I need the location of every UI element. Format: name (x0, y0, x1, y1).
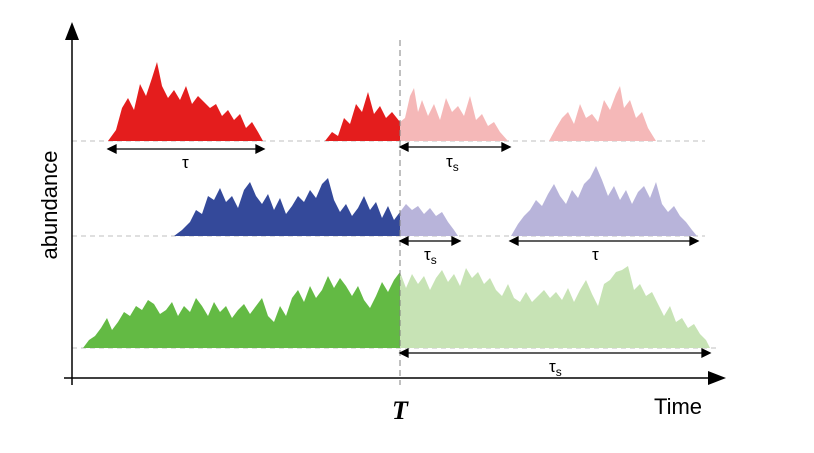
label-blue-tau: τ (592, 245, 599, 264)
y-axis-arrow (65, 22, 79, 40)
label-blue-tau-s: τs (424, 245, 437, 267)
red-burst-1 (108, 62, 263, 141)
red-burst-3-future (549, 86, 656, 141)
red-burst-2-future (400, 88, 508, 141)
interval-green-tau-s (398, 347, 712, 359)
y-axis-label: abundance (37, 151, 62, 260)
blue-burst-1-future (400, 204, 458, 236)
green-burst-1-future (400, 266, 710, 348)
x-axis-label: Time (654, 394, 702, 419)
blue-burst-1 (174, 178, 400, 236)
x-axis-arrow (708, 371, 726, 385)
interval-red-tau (106, 143, 266, 155)
interval-red-tau-s (398, 141, 512, 153)
label-red-tau: τ (182, 153, 189, 172)
interval-blue-tau-s (398, 235, 462, 247)
blue-burst-2-future (511, 166, 697, 236)
red-burst-2 (325, 92, 400, 141)
label-red-tau-s: τs (446, 152, 459, 174)
green-burst-1 (83, 272, 400, 348)
interval-blue-tau (508, 235, 700, 247)
t-marker-label: T (392, 396, 409, 425)
label-green-tau-s: τs (549, 357, 562, 379)
